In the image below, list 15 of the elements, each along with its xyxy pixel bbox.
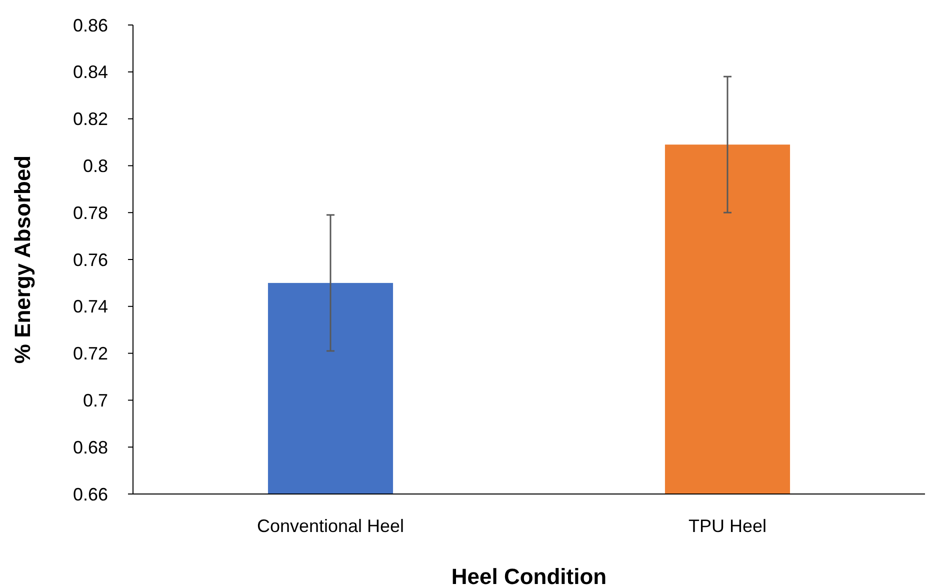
y-tick-label: 0.86	[72, 15, 108, 36]
y-tick-label: 0.68	[72, 437, 108, 458]
y-tick-label: 0.84	[72, 62, 108, 82]
y-tick-label: 0.78	[72, 202, 108, 223]
y-tick-label: 0.72	[72, 344, 108, 364]
y-axis-title: % Energy Absorbed	[10, 155, 35, 364]
x-tick-label: Conventional Heel	[256, 516, 404, 536]
y-tick-label: 0.76	[72, 250, 108, 270]
y-tick-label: 0.74	[72, 296, 108, 317]
x-tick-label: TPU Heel	[688, 516, 767, 536]
y-tick-label: 0.82	[72, 109, 108, 130]
y-tick-label: 0.66	[72, 484, 108, 504]
x-axis-title: Heel Condition	[451, 564, 607, 588]
y-tick-label: 0.7	[82, 390, 108, 410]
y-tick-label: 0.8	[82, 156, 108, 176]
